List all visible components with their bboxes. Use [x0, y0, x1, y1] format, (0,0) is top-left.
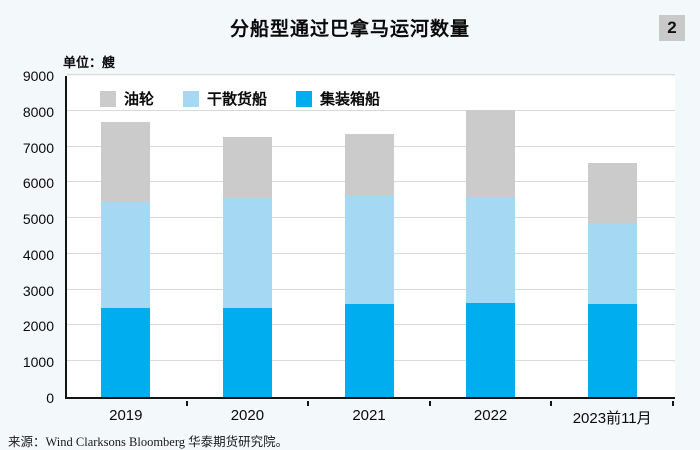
bar-segment-2022-油轮 — [466, 110, 516, 198]
legend-item-干散货船: 干散货船 — [183, 88, 267, 109]
gridline-8000 — [67, 109, 675, 111]
bar-segment-2019-油轮 — [101, 121, 151, 203]
x-tick-label-2020: 2020 — [230, 407, 265, 424]
bar-segment-2019-集装箱船 — [101, 308, 151, 397]
x-tick-label-2021: 2021 — [352, 407, 386, 424]
legend-swatch-icon — [183, 90, 200, 107]
x-axis-tick — [185, 401, 188, 406]
y-tick-label: 2000 — [22, 318, 54, 335]
legend-item-油轮: 油轮 — [100, 88, 154, 109]
y-tick-label: 1000 — [22, 354, 54, 371]
bar-segment-2020-集装箱船 — [222, 308, 272, 397]
x-axis-tick — [550, 401, 553, 406]
legend-label: 干散货船 — [207, 91, 268, 108]
y-tick-label: 5000 — [22, 211, 54, 228]
y-tick-label: 7000 — [22, 139, 54, 156]
x-axis-tick — [307, 401, 310, 406]
bar-segment-2022-集装箱船 — [466, 302, 516, 397]
x-tick-label-2019: 2019 — [109, 407, 143, 424]
bar-segment-2021-干散货船 — [344, 195, 394, 305]
x-tick-label-2022: 2022 — [473, 407, 508, 424]
legend-label: 油轮 — [124, 91, 155, 108]
bar-segment-2022-干散货船 — [466, 197, 516, 303]
chart-legend: 油轮 干散货船 集装箱船 — [100, 88, 380, 109]
y-tick-label: 0 — [46, 390, 54, 406]
bar-segment-2023前11月-干散货船 — [587, 223, 637, 304]
bar-segment-2023前11月-集装箱船 — [587, 303, 637, 397]
x-axis-tick — [672, 401, 674, 406]
chart-plot-area: 油轮 干散货船 集装箱船 — [65, 74, 675, 399]
y-tick-label: 4000 — [22, 246, 54, 263]
x-axis-tick — [428, 401, 431, 406]
x-tick-label-2023前11月: 2023前11月 — [572, 410, 652, 427]
y-tick-label: 6000 — [22, 175, 54, 192]
y-tick-label: 9000 — [22, 68, 54, 84]
bar-segment-2021-集装箱船 — [344, 304, 394, 397]
legend-swatch-icon — [296, 90, 313, 107]
legend-swatch-icon — [100, 90, 116, 107]
unit-label: 单位：艘 — [63, 55, 116, 70]
y-tick-label: 3000 — [22, 282, 54, 299]
bar-segment-2023前11月-油轮 — [587, 162, 637, 224]
figure-number-badge: 2 — [659, 15, 685, 41]
bar-segment-2020-干散货船 — [222, 198, 272, 309]
gridline-9000 — [67, 74, 675, 75]
legend-label: 集装箱船 — [320, 91, 381, 108]
bar-segment-2019-干散货船 — [101, 202, 151, 309]
bar-segment-2021-油轮 — [344, 134, 394, 196]
source-note: 来源：Wind Clarksons Bloomberg 华泰期货研究院。 — [8, 435, 289, 449]
legend-item-集装箱船: 集装箱船 — [296, 88, 380, 109]
y-tick-label: 8000 — [22, 103, 54, 120]
page-title: 分船型通过巴拿马运河数量 — [229, 19, 470, 40]
bar-segment-2020-油轮 — [222, 136, 272, 199]
